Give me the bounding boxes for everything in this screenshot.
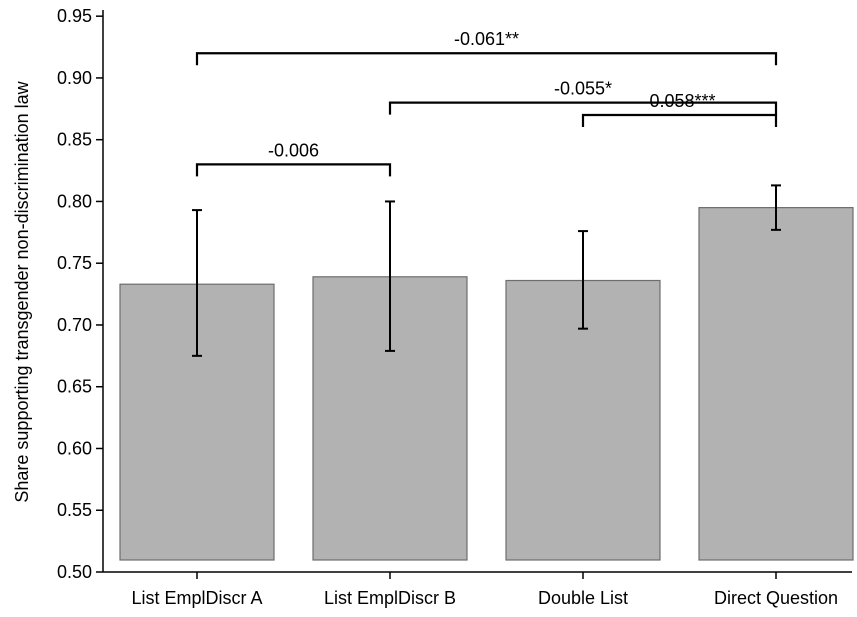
- y-tick-label: 0.75: [57, 253, 92, 273]
- comparison-label: -0.058***: [643, 91, 715, 111]
- y-tick-label: 0.55: [57, 500, 92, 520]
- y-tick-label: 0.70: [57, 315, 92, 335]
- comparison-bracket: [195, 52, 778, 66]
- comparison-label: -0.061**: [454, 29, 519, 49]
- y-tick-label: 0.90: [57, 68, 92, 88]
- y-tick-label: 0.85: [57, 130, 92, 150]
- y-axis-label: Share supporting transgender non-discrim…: [12, 80, 32, 502]
- plot-area: 0.50 0.55 0.60 0.65 0.70 0.75 0.80 0.85 0.90 0.95…: [57, 6, 854, 608]
- comparison-label: -0.055*: [554, 79, 612, 99]
- x-category-label: Double List: [538, 588, 628, 608]
- x-category-label: List EmplDiscr B: [324, 588, 456, 608]
- y-tick-label: 0.80: [57, 191, 92, 211]
- x-category-label: List EmplDiscr A: [131, 588, 262, 608]
- comparison-bracket: [581, 113, 778, 127]
- comparison-bracket: [195, 163, 392, 177]
- x-category-label: Direct Question: [714, 588, 838, 608]
- comparison-label: -0.006: [268, 140, 319, 160]
- y-tick-label: 0.60: [57, 438, 92, 458]
- comparison-bracket: [388, 101, 778, 115]
- y-tick-label: 0.95: [57, 6, 92, 26]
- y-tick-label: 0.50: [57, 562, 92, 582]
- bar: [698, 207, 854, 561]
- y-tick-label: 0.65: [57, 377, 92, 397]
